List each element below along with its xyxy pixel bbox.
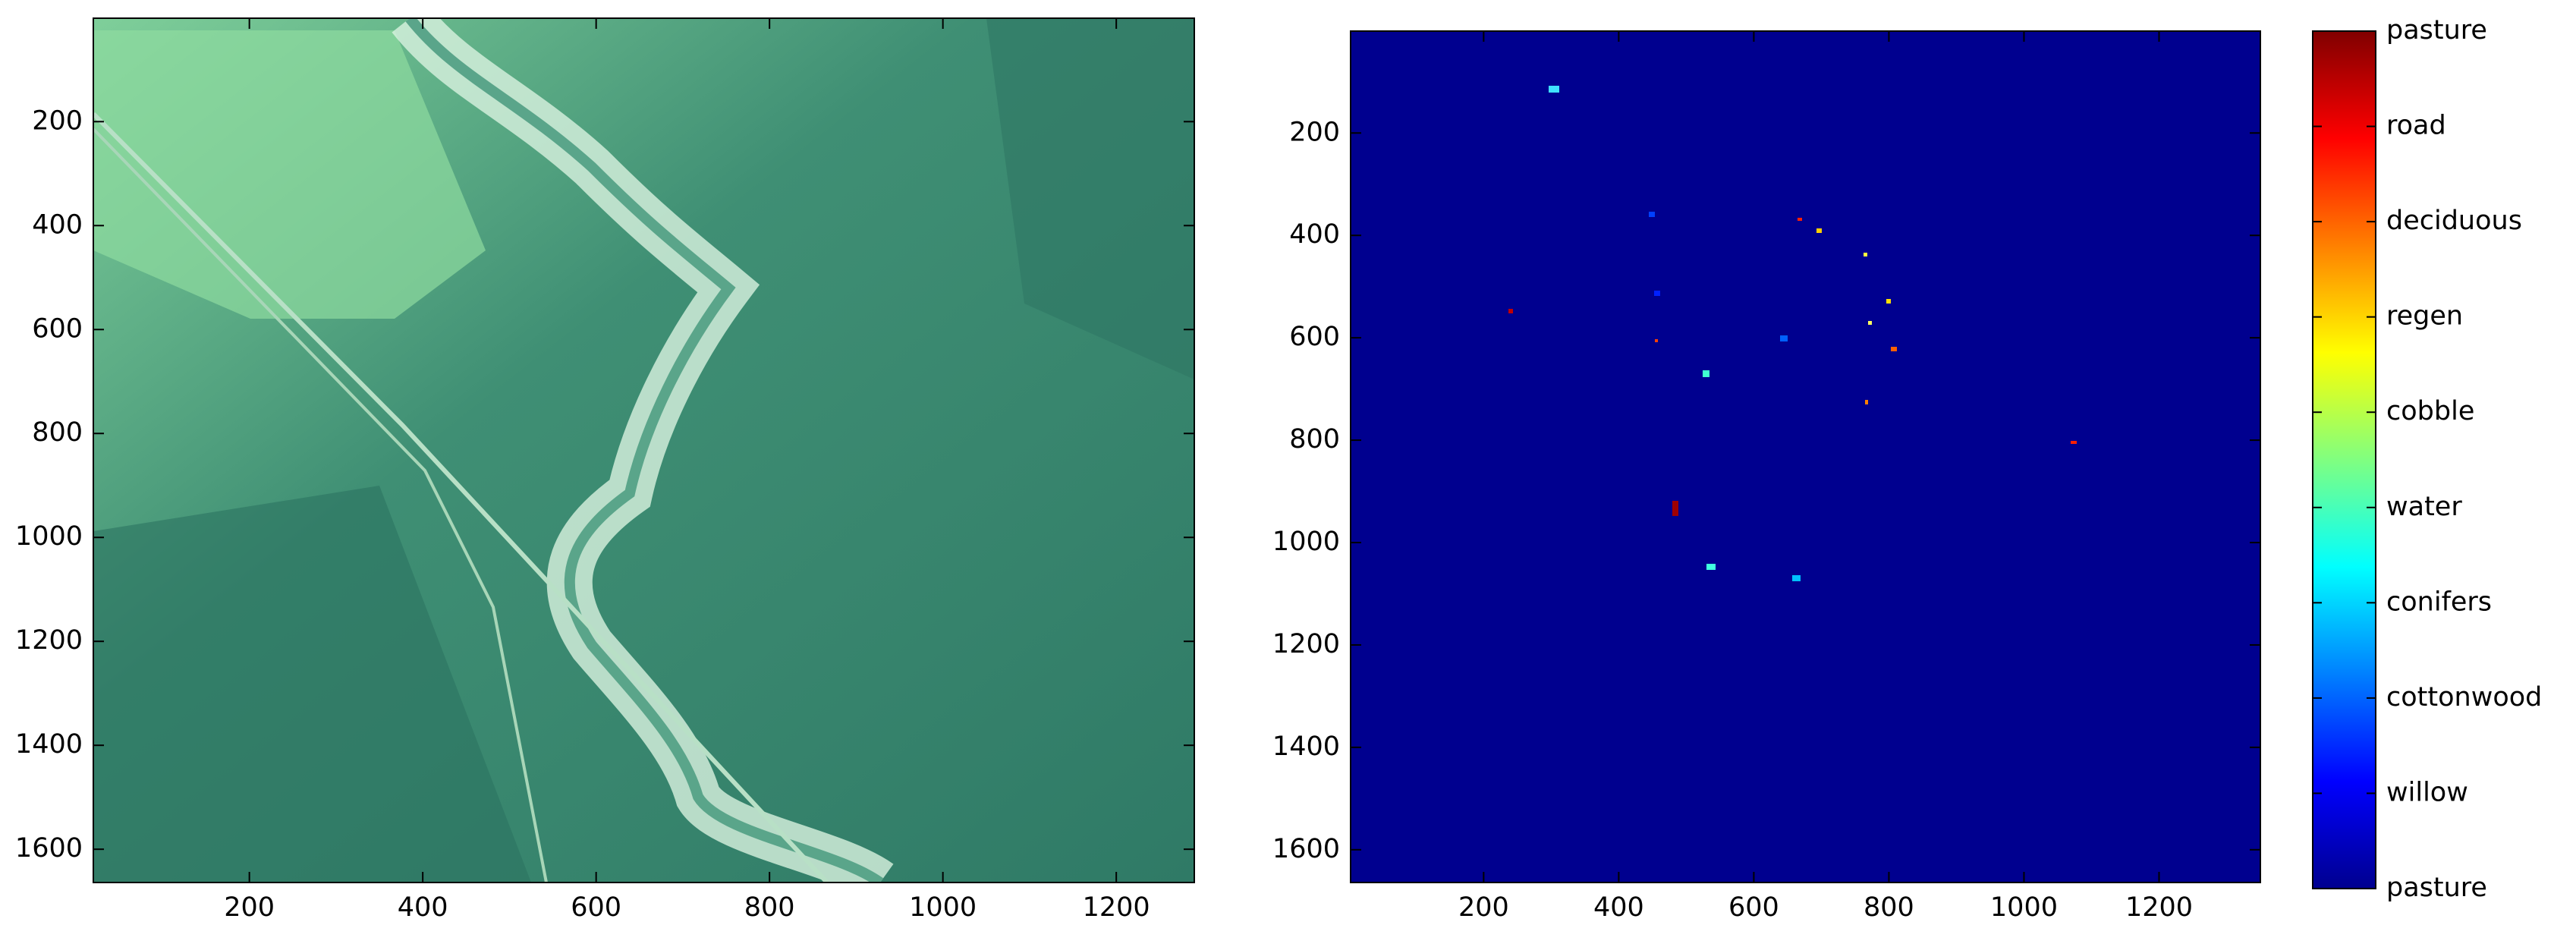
- y-tick-label: 200: [32, 105, 83, 136]
- y-tick-label: 600: [32, 313, 83, 344]
- x-tick-label: 1200: [1083, 892, 1150, 923]
- x-tick-label: 1000: [909, 892, 977, 923]
- class-map: [1351, 31, 2260, 883]
- class-pixels: [1508, 86, 2077, 581]
- x-tick-label: 1000: [1990, 892, 2058, 923]
- y-tick-label: 800: [1289, 424, 1340, 455]
- axes-frame: [1350, 30, 2261, 883]
- x-tick-label: 800: [744, 892, 795, 923]
- colorbar-label: regen: [2386, 301, 2463, 332]
- y-tick-label: 600: [1289, 322, 1340, 352]
- y-tick-label: 1600: [15, 833, 83, 864]
- y-tick-label: 1200: [15, 625, 83, 656]
- x-tick-label: 400: [398, 892, 448, 923]
- x-tick-label: 200: [1458, 892, 1509, 923]
- x-tick-label: 200: [224, 892, 275, 923]
- satellite-image: [93, 18, 1194, 883]
- y-tick-label: 1600: [1272, 834, 1340, 864]
- colorbar-label: cottonwood: [2386, 682, 2542, 713]
- y-tick-label: 200: [1289, 117, 1340, 147]
- y-tick-label: 400: [1289, 219, 1340, 250]
- colorbar-label: willow: [2386, 777, 2468, 807]
- colorbar-label: pasture: [2386, 873, 2487, 903]
- colorbar: [2312, 30, 2376, 889]
- colorbar-label: road: [2386, 111, 2446, 141]
- x-tick-label: 600: [1728, 892, 1779, 923]
- y-tick-label: 1400: [1272, 731, 1340, 762]
- x-tick-label: 800: [1864, 892, 1914, 923]
- colorbar-label: deciduous: [2386, 206, 2522, 236]
- axes-frame: [93, 17, 1195, 883]
- x-tick-label: 600: [571, 892, 621, 923]
- y-tick-label: 1200: [1272, 629, 1340, 659]
- colorbar-label: cobble: [2386, 396, 2474, 426]
- y-tick-label: 1400: [15, 729, 83, 760]
- colorbar-label: conifers: [2386, 587, 2492, 617]
- y-tick-label: 800: [32, 417, 83, 448]
- y-tick-label: 1000: [15, 521, 83, 552]
- colorbar-label: pasture: [2386, 15, 2487, 46]
- x-tick-label: 1200: [2125, 892, 2193, 923]
- colorbar-label: water: [2386, 492, 2462, 522]
- y-tick-label: 1000: [1272, 527, 1340, 557]
- y-tick-label: 400: [32, 209, 83, 240]
- x-tick-label: 400: [1593, 892, 1644, 923]
